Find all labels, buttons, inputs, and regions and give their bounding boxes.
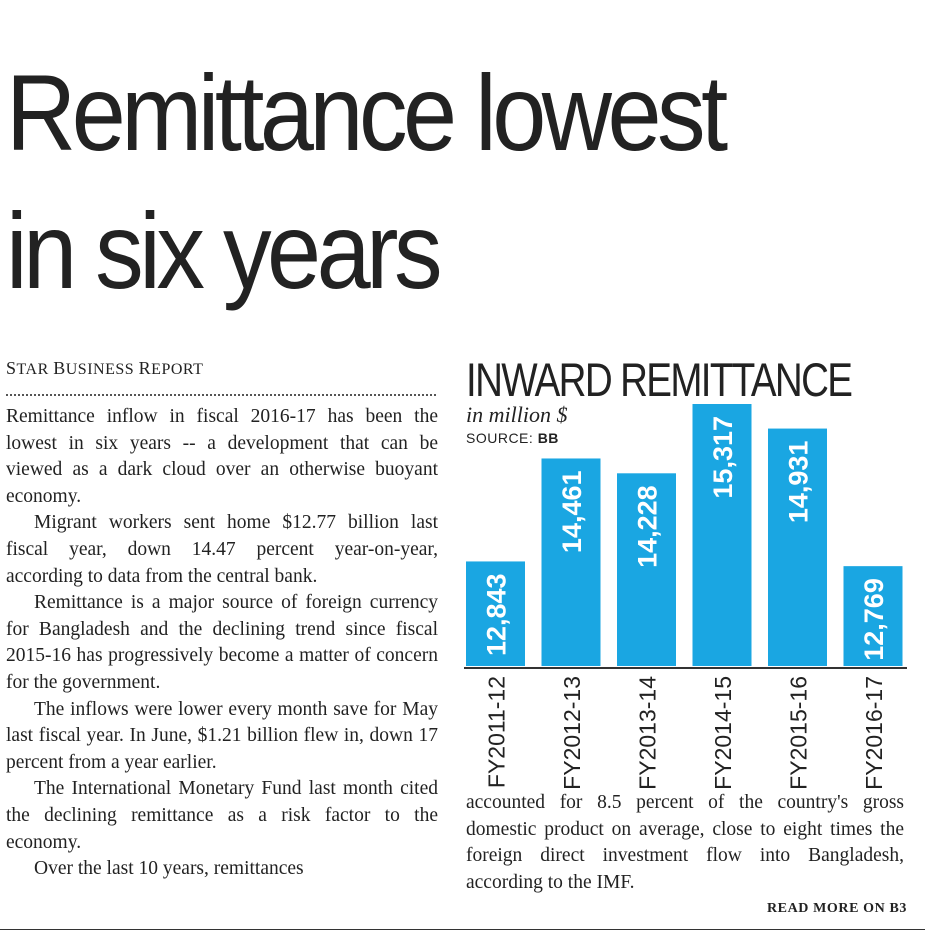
- paragraph-7: accounted for 8.5 percent of the country…: [466, 792, 904, 893]
- x-tick-label: FY2013-14: [635, 676, 661, 788]
- bar-FY2011-12: [466, 561, 525, 666]
- paragraph-2: Migrant workers sent home $12.77 billion…: [6, 512, 438, 587]
- x-tick-label: FY2015-16: [786, 676, 812, 788]
- byline-cap-1: S: [6, 358, 17, 378]
- paragraph-6: Over the last 10 years, remittances: [34, 858, 304, 880]
- x-tick-label: FY2012-13: [559, 676, 585, 788]
- bar-value-label: 14,461: [557, 470, 587, 553]
- byline-cap-3: R: [138, 358, 152, 378]
- headline-line-2: in six years: [6, 190, 443, 311]
- bottom-rule: [0, 929, 925, 930]
- x-tick-label: FY2014-15: [710, 676, 736, 788]
- bar-value-label: 15,317: [708, 416, 738, 499]
- x-tick-label: FY2016-17: [861, 676, 887, 788]
- remittance-bar-chart: 12,843 FY2011-12 14,461 FY2012-13 14,228 FY20…: [464, 404, 907, 788]
- bar-FY2015-16: [768, 428, 827, 666]
- byline-part-1: TAR: [16, 361, 54, 378]
- bar-FY2014-15: [692, 404, 752, 666]
- paragraph-1: Remittance inflow in fiscal 2016-17 has …: [6, 406, 438, 507]
- x-tick-label: FY2011-12: [484, 676, 510, 788]
- bar-value-label: 12,843: [482, 573, 512, 656]
- chart-source-value: BB: [537, 430, 559, 446]
- chart-source-label: SOURCE:: [466, 430, 534, 446]
- headline-line-1: Remittance lowest: [6, 52, 728, 173]
- article-right-column: accounted for 8.5 percent of the country…: [466, 790, 904, 896]
- dotted-divider: [6, 394, 436, 396]
- article-left-column: Remittance inflow in fiscal 2016-17 has …: [6, 404, 438, 883]
- chart-title: INWARD REMITTANCE: [466, 353, 853, 406]
- bar-FY2012-13: [541, 458, 601, 666]
- byline-part-2: USINESS: [65, 361, 139, 378]
- byline: STAR BUSINESS REPORT: [6, 358, 203, 379]
- bar-FY2016-17: [843, 566, 903, 666]
- bar-value-label: 14,228: [633, 485, 663, 568]
- paragraph-5: The International Monetary Fund last mon…: [6, 778, 438, 853]
- chart-source: SOURCE: BB: [466, 430, 559, 446]
- paragraph-3: Remittance is a major source of foreign …: [6, 592, 438, 693]
- bar-value-label: 12,769: [859, 578, 889, 661]
- byline-cap-2: B: [53, 358, 66, 378]
- chart-units: in million $: [466, 402, 568, 427]
- paragraph-4: The inflows were lower every month save …: [6, 698, 438, 773]
- read-more-link[interactable]: READ MORE ON B3: [766, 901, 907, 916]
- bar-FY2013-14: [617, 473, 676, 666]
- headline: Remittance lowest in six years: [6, 44, 830, 320]
- byline-part-3: EPORT: [151, 361, 204, 378]
- bar-value-label: 14,931: [784, 441, 814, 524]
